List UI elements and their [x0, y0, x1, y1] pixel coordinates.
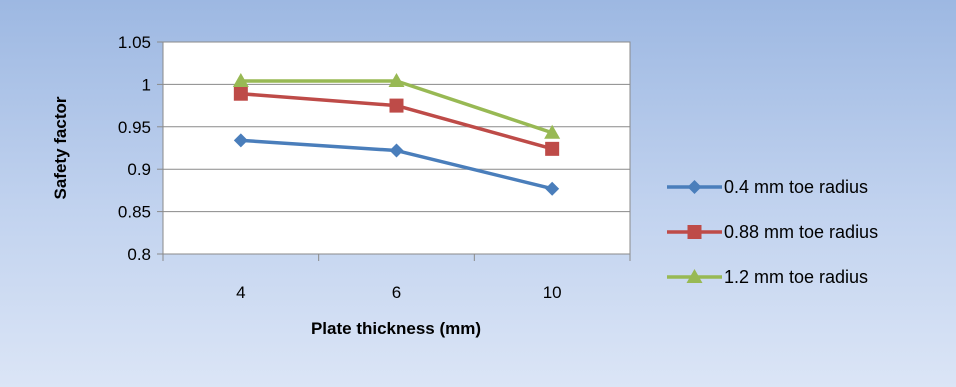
legend-label: 0.88 mm toe radius — [724, 222, 878, 242]
legend-label: 1.2 mm toe radius — [724, 267, 868, 287]
data-point — [544, 124, 561, 139]
data-point — [233, 133, 248, 148]
legend-marker — [687, 180, 702, 194]
x-tick-label: 10 — [543, 283, 562, 302]
data-point — [232, 73, 249, 88]
legend-marker — [687, 225, 702, 239]
x-axis-title: Plate thickness (mm) — [311, 319, 481, 338]
y-axis-title: Safety factor — [51, 96, 70, 199]
y-tick-label: 0.85 — [118, 203, 151, 222]
y-tick-label: 1.05 — [118, 33, 151, 52]
legend-label: 0.4 mm toe radius — [724, 177, 868, 197]
legend-marker — [686, 269, 703, 283]
data-point — [388, 73, 405, 88]
legend-entry: 1.2 mm toe radius — [667, 267, 868, 287]
series-2 — [233, 86, 560, 156]
data-point — [545, 181, 560, 196]
series-3 — [232, 73, 561, 139]
y-tick-label: 0.95 — [118, 118, 151, 137]
data-point — [389, 98, 404, 113]
data-point — [545, 141, 560, 156]
legend-entry: 0.88 mm toe radius — [667, 222, 878, 242]
legend-entry: 0.4 mm toe radius — [667, 177, 868, 197]
x-tick-label: 6 — [392, 283, 401, 302]
x-tick-label: 4 — [236, 283, 245, 302]
y-tick-label: 0.9 — [127, 160, 151, 179]
data-point — [389, 143, 404, 158]
y-tick-label: 0.8 — [127, 245, 151, 264]
data-point — [233, 86, 248, 101]
series-1 — [233, 133, 560, 196]
y-tick-label: 1 — [142, 75, 151, 94]
